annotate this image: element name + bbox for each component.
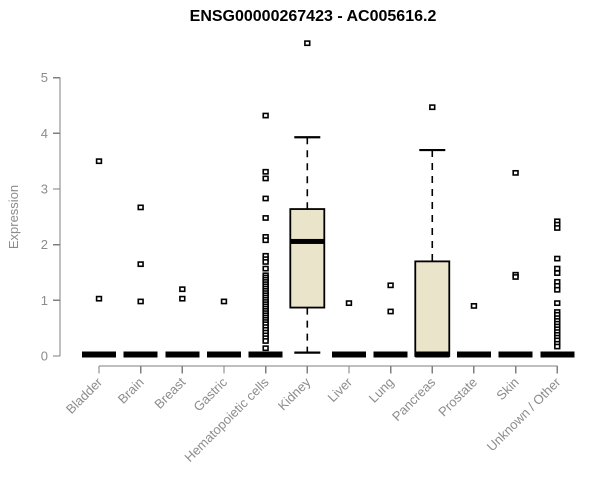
box-group-breast (165, 286, 200, 358)
outlier-point (512, 169, 519, 176)
x-tick-label: Bladder (63, 374, 106, 417)
x-tick-label: Skin (493, 375, 521, 403)
outlier-point (304, 40, 311, 47)
outlier-point (262, 215, 269, 221)
box-group-liver (331, 300, 366, 358)
outlier-point (554, 300, 561, 307)
y-tick-label: 1 (41, 293, 48, 308)
box-group-kidney (289, 40, 326, 354)
outlier-point (387, 308, 394, 315)
x-tick-label: Gastric (190, 374, 230, 414)
outlier-point (179, 295, 186, 302)
collapsed-box (331, 351, 366, 358)
outlier-point (137, 261, 144, 268)
outlier-point (137, 298, 144, 305)
outlier-point (429, 104, 436, 111)
outlier-point (137, 204, 144, 211)
y-tick-label: 5 (41, 70, 48, 85)
y-tick-label: 0 (41, 349, 48, 364)
y-tick-label: 2 (41, 237, 48, 252)
x-tick-label: Breast (151, 374, 188, 411)
outlier-point (345, 300, 353, 307)
outlier-point (95, 158, 103, 165)
x-tick-label: Pancreas (389, 374, 439, 424)
median-line (290, 238, 325, 244)
outlier-point (220, 298, 228, 305)
collapsed-box (206, 351, 241, 358)
collapsed-box (248, 351, 283, 358)
outlier-point (262, 237, 269, 244)
y-axis: 0 1 2 3 4 5 (41, 70, 61, 364)
chart-title: ENSG00000267423 - AC005616.2 (189, 8, 437, 25)
x-tick-label: Lung (366, 375, 397, 406)
outlier-point (262, 175, 269, 182)
outlier-point (262, 168, 269, 175)
outlier-point (554, 286, 561, 293)
x-tick-label: Brain (115, 375, 147, 407)
collapsed-box (165, 351, 200, 358)
outlier-point (554, 255, 561, 262)
y-tick-label: 4 (41, 126, 48, 141)
outlier-point (95, 295, 103, 302)
collapsed-box (540, 351, 575, 358)
box-group-bladder (82, 158, 116, 358)
x-tick-label: Prostate (435, 375, 480, 420)
outlier-point (554, 225, 561, 231)
median-line (415, 351, 450, 358)
outlier-point (262, 259, 269, 265)
outlier-point (554, 343, 561, 350)
collapsed-box (82, 351, 116, 358)
outlier-point (554, 265, 561, 272)
collapsed-box (498, 351, 533, 358)
outlier-point (179, 286, 186, 293)
box-group-pancreas (414, 104, 451, 358)
collapsed-box (456, 351, 491, 358)
collapsed-box (123, 351, 158, 358)
outlier-point (262, 345, 269, 352)
outlier-point (262, 338, 269, 344)
box-group-prostate (456, 303, 491, 358)
box (289, 208, 326, 309)
outlier-point (387, 282, 394, 289)
outlier-point (470, 303, 478, 309)
outlier-point (262, 195, 269, 202)
x-tick-label: Liver (325, 374, 356, 405)
box-group-unknown-other (540, 218, 575, 358)
box-group-hematopoietic-cells (248, 112, 283, 358)
box-group-lung (373, 282, 408, 358)
outlier-point (554, 270, 561, 276)
box-group-gastric (206, 298, 241, 358)
outlier-point (262, 265, 269, 272)
box-group-brain (123, 204, 158, 358)
x-tick-label: Kidney (275, 374, 314, 413)
outlier-point (512, 274, 519, 280)
box-group-skin (498, 169, 533, 358)
y-tick-label: 3 (41, 182, 48, 197)
x-tick-label: Unknown / Other (484, 374, 564, 454)
collapsed-box (373, 351, 408, 358)
box (414, 260, 451, 357)
outlier-point (262, 112, 269, 119)
